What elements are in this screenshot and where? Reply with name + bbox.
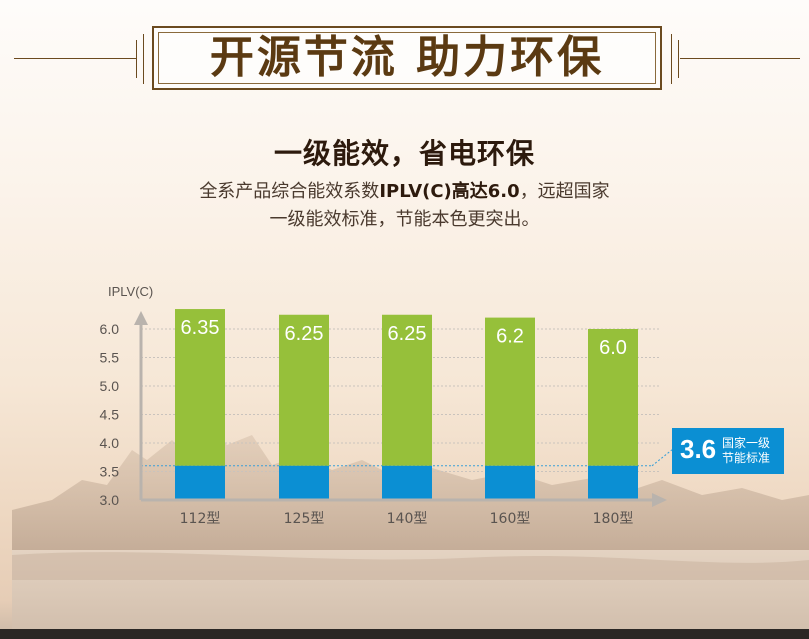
description-line-2: 一级能效标准，节能本色更突出。	[269, 209, 540, 230]
bar-segment-standard	[588, 465, 638, 500]
y-axis-arrow	[134, 311, 148, 325]
y-tick-label: 3.5	[100, 464, 120, 480]
title-frame	[152, 26, 662, 90]
reference-value: 3.6	[680, 434, 717, 464]
y-tick-label: 5.0	[100, 378, 120, 394]
description-prefix: 全系产品综合能效系数	[199, 181, 380, 202]
section-title: 一级能效，省电环保	[273, 137, 535, 170]
x-category-label: 180型	[593, 511, 634, 527]
reference-label-line-2: 节能标准	[722, 451, 771, 465]
page-title: 开源节流 助力环保	[209, 32, 605, 83]
reference-connector	[651, 449, 673, 467]
bar-segment-standard	[485, 465, 535, 500]
reference-label-line-1: 国家一级	[722, 436, 771, 450]
bar-value-label: 6.2	[496, 326, 524, 348]
bar-segment-above-standard	[279, 314, 329, 466]
y-tick-label: 3.0	[100, 492, 120, 508]
y-tick-label: 4.5	[100, 407, 120, 423]
title-rule-left-tick-inner	[143, 34, 144, 84]
title-rule-left	[14, 58, 136, 59]
footer-bar	[0, 629, 809, 639]
title-rule-left-tick	[136, 40, 137, 78]
title-rule-right-tick	[678, 40, 679, 78]
description-suffix: ，远超国家	[519, 181, 610, 202]
title-rule-right	[680, 58, 800, 59]
y-tick-label: 4.0	[100, 435, 120, 451]
description-line-1: 全系产品综合能效系数IPLV(C)高达6.0，远超国家	[0, 177, 809, 203]
axis-layer	[134, 311, 667, 507]
x-category-label: 125型	[284, 511, 325, 527]
bar-segment-above-standard	[588, 329, 638, 466]
y-tick-label: 6.0	[100, 321, 120, 337]
grid-layer	[141, 328, 673, 472]
y-axis-title: IPLV(C)	[108, 284, 153, 299]
x-category-label: 140型	[387, 511, 428, 527]
bar-value-label: 6.25	[388, 323, 427, 345]
y-tick-label: 5.5	[100, 350, 120, 366]
x-category-label: 160型	[490, 511, 531, 527]
x-category-label: 112型	[180, 511, 221, 527]
description-highlight: IPLV(C)高达6.0	[379, 181, 520, 202]
reference-badge: 3.6 国家一级 节能标准	[672, 428, 784, 474]
bar-value-label: 6.35	[181, 317, 220, 339]
bar-value-label: 6.0	[599, 337, 627, 359]
x-axis-arrow	[652, 493, 667, 507]
bar-segment-above-standard	[382, 314, 432, 466]
bar-segment-standard	[382, 465, 432, 500]
bar-value-label: 6.25	[285, 323, 324, 345]
bar-segment-standard	[175, 465, 225, 500]
bar-segment-standard	[279, 465, 329, 500]
bar-layer	[175, 309, 638, 500]
title-rule-right-tick-inner	[671, 34, 672, 84]
label-layer: 6.0 5.5 5.0 4.5 4.0 3.5 3.0 IPLV(C) 6.35 112型 6.25…	[100, 284, 634, 527]
bar-segment-above-standard	[485, 317, 535, 466]
bar-segment-above-standard	[175, 309, 225, 466]
